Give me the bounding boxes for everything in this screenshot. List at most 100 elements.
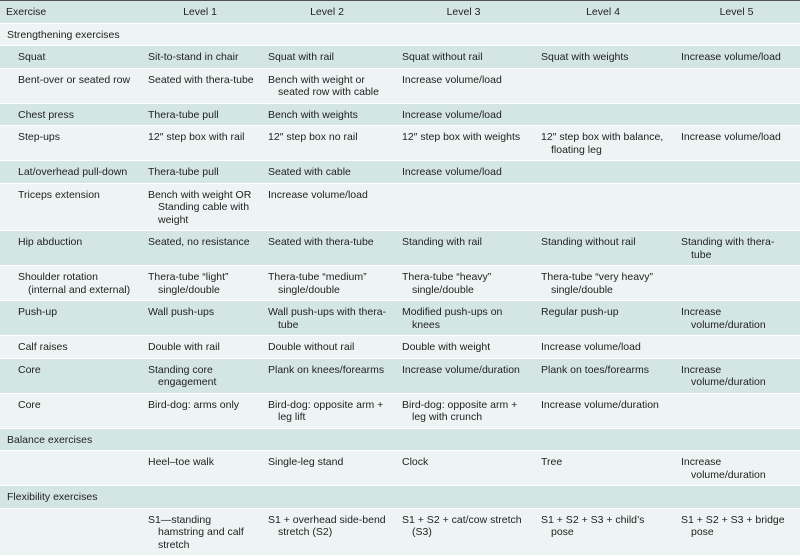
exercise-cell: Triceps extension bbox=[18, 188, 100, 201]
header-level-1: Level 1 bbox=[183, 6, 217, 18]
table-row: Squat Sit-to-stand in chair Squat with rai… bbox=[0, 45, 800, 68]
level-2-cell: Bench with weights bbox=[268, 108, 358, 121]
exercise-cell: Hip abduction bbox=[18, 236, 83, 248]
level-5-cell: Standing with thera-tube bbox=[681, 236, 775, 261]
section-label: Strengthening exercises bbox=[7, 28, 120, 41]
level-3-cell: Increase volume/load bbox=[402, 108, 502, 121]
table-row: Heel–toe walk Single-leg stand Clock Tree In… bbox=[0, 450, 800, 486]
level-2-cell: S1 + overhead side-bend stretch (S2) bbox=[268, 513, 386, 539]
table-row: Push-up Wall push-ups Wall push-ups with t… bbox=[0, 300, 800, 336]
level-3-cell: Increase volume/load bbox=[402, 73, 502, 86]
table-row: Core Standing core engagement Plank on kne… bbox=[0, 358, 800, 393]
level-5-cell: Increase volume/load bbox=[681, 51, 781, 63]
level-5-cell: S1 + S2 + S3 + bridge pose bbox=[681, 513, 785, 539]
table-row: Core Bird-dog: arms only Bird-dog: opposit… bbox=[0, 393, 800, 428]
level-5-cell bbox=[673, 336, 800, 359]
level-5-cell bbox=[673, 161, 800, 184]
exercise-cell: Calf raises bbox=[18, 341, 68, 353]
table-row: Chest press Thera-tube pull Bench with wei… bbox=[0, 103, 800, 126]
level-4-cell: Tree bbox=[541, 456, 563, 468]
level-3-cell: Thera-tube “heavy” single/double bbox=[402, 271, 492, 296]
level-1-cell: Thera-tube pull bbox=[148, 108, 219, 121]
exercise-cell: Chest press bbox=[18, 108, 75, 121]
exercise-cell: Lat/overhead pull-down bbox=[18, 166, 128, 178]
section-label: Flexibility exercises bbox=[7, 491, 98, 503]
header-level-4: Level 4 bbox=[586, 6, 620, 18]
table-row: Step-ups 12″ step box with rail 12″ step b… bbox=[0, 125, 800, 161]
exercise-cell: Core bbox=[18, 363, 41, 376]
level-5-cell bbox=[673, 68, 800, 103]
level-3-cell: Standing with rail bbox=[402, 236, 482, 248]
level-4-cell bbox=[533, 103, 673, 126]
level-3-cell: Double with weight bbox=[402, 341, 491, 353]
table-row: Lat/overhead pull-down Thera-tube pull Sea… bbox=[0, 160, 800, 184]
level-5-cell bbox=[673, 183, 800, 231]
level-2-cell: Bird-dog: opposite arm + leg lift bbox=[268, 398, 384, 424]
section-row: Flexibility exercises bbox=[0, 485, 800, 508]
table-row: Hip abduction Seated, no resistance Seated… bbox=[0, 230, 800, 266]
level-2-cell: Wall push-ups with thera-tube bbox=[268, 306, 387, 331]
level-4-cell: Increase volume/load bbox=[541, 341, 641, 353]
level-2-cell: 12″ step box no rail bbox=[268, 131, 358, 143]
header-level-3: Level 3 bbox=[446, 6, 481, 18]
level-1-cell: Standing core engagement bbox=[148, 363, 217, 389]
header-exercise: Exercise bbox=[6, 6, 47, 18]
level-2-cell: Bench with weight or seated row with cab… bbox=[268, 73, 379, 99]
level-4-cell: Regular push-up bbox=[541, 306, 619, 318]
exercise-cell: Squat bbox=[18, 51, 46, 63]
level-4-cell bbox=[533, 68, 673, 103]
table-body: Strengthening exercises Squat Sit-to-stand… bbox=[0, 23, 800, 556]
exercise-cell: Step-ups bbox=[18, 131, 61, 143]
level-5-cell: Increase volume/duration bbox=[681, 306, 766, 331]
header-level-5: Level 5 bbox=[719, 6, 754, 18]
level-3-cell: Increase volume/load bbox=[402, 166, 502, 178]
level-1-cell: Seated with thera-tube bbox=[148, 73, 254, 86]
level-1-cell: Bench with weight OR Standing cable with… bbox=[148, 188, 252, 226]
section-row: Strengthening exercises bbox=[0, 23, 800, 46]
level-4-cell: Plank on toes/forearms bbox=[541, 363, 649, 376]
table-row: Bent-over or seated row Seated with thera… bbox=[0, 68, 800, 103]
level-2-cell: Seated with cable bbox=[268, 166, 351, 178]
level-1-cell: Bird-dog: arms only bbox=[148, 398, 240, 411]
level-3-cell: Increase volume/duration bbox=[402, 363, 520, 376]
exercise-cell: Push-up bbox=[18, 306, 58, 318]
header-level-2: Level 2 bbox=[310, 6, 344, 18]
level-4-cell: Thera-tube “very heavy” single/double bbox=[541, 271, 654, 296]
level-2-cell: Plank on knees/forearms bbox=[268, 363, 385, 376]
level-3-cell: Squat without rail bbox=[402, 51, 483, 63]
level-1-cell: Seated, no resistance bbox=[148, 236, 250, 248]
table-row: S1—standing hamstring and calf stretch S1… bbox=[0, 508, 800, 556]
level-3-cell: Bird-dog: opposite arm + leg with crunch bbox=[402, 398, 518, 424]
header-row: Exercise Level 1 Level 2 Level 3 Level 4… bbox=[0, 0, 800, 23]
level-4-cell: Increase volume/duration bbox=[541, 398, 659, 411]
level-5-cell bbox=[673, 393, 800, 428]
level-4-cell bbox=[533, 161, 673, 184]
level-1-cell: Double with rail bbox=[148, 341, 220, 353]
level-2-cell: Seated with thera-tube bbox=[268, 236, 374, 248]
level-4-cell: Squat with weights bbox=[541, 51, 629, 63]
level-1-cell: Thera-tube pull bbox=[148, 166, 219, 178]
table-row: Shoulder rotation (internal and external… bbox=[0, 265, 800, 301]
level-2-cell: Increase volume/load bbox=[268, 188, 368, 201]
exercise-cell: Bent-over or seated row bbox=[18, 73, 131, 86]
level-3-cell: Clock bbox=[402, 456, 429, 468]
level-3-cell: 12″ step box with weights bbox=[402, 131, 521, 143]
level-1-cell: Sit-to-stand in chair bbox=[148, 51, 239, 63]
level-5-cell bbox=[673, 266, 800, 301]
exercise-cell bbox=[0, 508, 140, 556]
level-4-cell: Standing without rail bbox=[541, 236, 636, 248]
level-1-cell: 12″ step box with rail bbox=[148, 131, 245, 143]
level-1-cell: Wall push-ups bbox=[148, 306, 215, 318]
level-1-cell: S1—standing hamstring and calf stretch bbox=[148, 513, 244, 551]
exercise-cell bbox=[0, 451, 140, 486]
level-5-cell: Increase volume/duration bbox=[681, 363, 766, 389]
exercise-cell: Shoulder rotation (internal and external… bbox=[18, 271, 131, 296]
level-3-cell: Modified push-ups on knees bbox=[402, 306, 503, 331]
level-3-cell bbox=[394, 183, 533, 231]
level-5-cell: Increase volume/duration bbox=[681, 456, 766, 481]
level-4-cell: 12″ step box with balance, floating leg bbox=[541, 131, 664, 156]
level-3-cell: S1 + S2 + cat/cow stretch (S3) bbox=[402, 513, 522, 539]
level-1-cell: Thera-tube “light” single/double bbox=[148, 271, 229, 296]
level-2-cell: Single-leg stand bbox=[268, 456, 344, 468]
